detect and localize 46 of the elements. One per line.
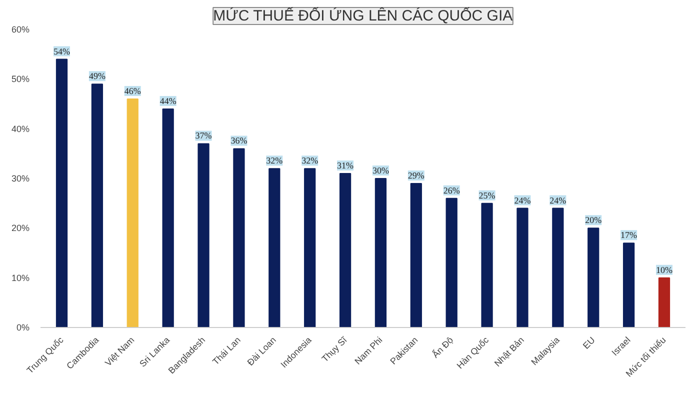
data-label: 24% (514, 195, 532, 206)
bar (446, 198, 458, 328)
data-label: 54% (54, 46, 71, 56)
data-label: 29% (408, 170, 425, 180)
data-label: 32% (302, 156, 319, 166)
bar (233, 148, 245, 328)
data-label: 46% (124, 86, 142, 96)
data-label: 32% (266, 156, 284, 166)
bar (552, 208, 564, 328)
y-tick-label: 20% (11, 223, 30, 234)
data-label: 36% (230, 136, 248, 146)
chart-title: MỨC THUẾ ĐỐI ỨNG LÊN CÁC QUỐC GIA (213, 6, 513, 24)
data-label: 26% (443, 185, 460, 196)
data-label: 10% (656, 264, 673, 275)
data-label: 49% (88, 71, 106, 82)
data-label: 24% (550, 195, 567, 206)
y-tick-label: 50% (11, 74, 30, 84)
bar (516, 208, 528, 328)
bar (622, 242, 635, 328)
data-label: 44% (160, 96, 177, 106)
x-tick-label: EU (580, 334, 597, 351)
data-label: 25% (478, 190, 496, 200)
y-tick-label: 40% (11, 124, 30, 134)
y-tick-label: 10% (11, 272, 30, 283)
bar (126, 98, 138, 328)
bar (91, 84, 104, 328)
y-tick-label: 0% (16, 322, 30, 332)
bar (588, 228, 600, 328)
data-label: 20% (585, 215, 602, 226)
bar (339, 173, 352, 328)
y-tick-label: 60% (11, 24, 30, 34)
bar (410, 182, 422, 328)
bar (374, 178, 387, 328)
bar (268, 168, 280, 328)
bar (658, 277, 670, 328)
data-label: 37% (195, 130, 212, 141)
bar (198, 143, 210, 328)
bar (56, 58, 68, 328)
data-label: 30% (372, 166, 390, 176)
bar (162, 108, 174, 328)
data-label: 17% (620, 230, 638, 240)
data-label: 31% (337, 160, 354, 171)
y-tick-label: 30% (11, 174, 30, 184)
bar (481, 202, 493, 328)
bar (304, 168, 316, 328)
x-tick-label: Ấn Độ (430, 334, 456, 360)
